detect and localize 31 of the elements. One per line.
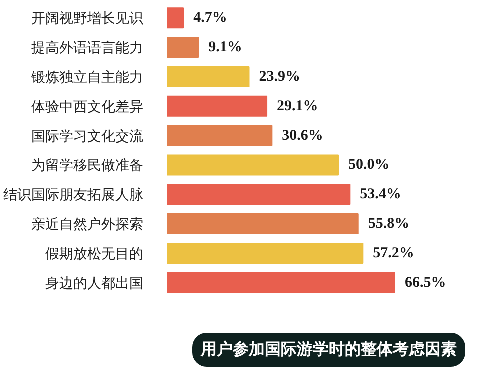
data-label: 50.0% — [348, 157, 390, 174]
y-tick-label: 锻炼独立自主能力 — [30, 68, 144, 85]
y-tick-label: 提高外语语言能力 — [32, 40, 144, 56]
data-label: 57.2% — [373, 245, 414, 262]
bar — [168, 184, 351, 206]
y-tick-label: 体验中西文化差异 — [32, 98, 144, 114]
y-tick-label: 结识国际朋友拓展人脉 — [4, 186, 144, 203]
bar — [168, 125, 273, 146]
bar — [168, 154, 340, 176]
y-tick-label: 为留学移民做准备 — [32, 157, 144, 174]
data-label: 9.1% — [208, 40, 242, 56]
y-tick-label: 假期放松无目的 — [46, 245, 144, 262]
bar — [168, 66, 250, 88]
bar — [168, 272, 396, 294]
data-label: 53.4% — [360, 186, 402, 203]
text: 用户参加国际游学时的整体考虑因素 — [200, 340, 457, 358]
bar — [168, 214, 359, 235]
data-label: 4.7% — [194, 10, 228, 26]
data-label: 23.9% — [259, 68, 300, 85]
bar — [168, 96, 268, 117]
data-label: 66.5% — [404, 274, 446, 291]
bar — [168, 8, 184, 29]
y-tick-label: 开阔视野增长见识 — [32, 10, 144, 26]
data-label: 29.1% — [277, 98, 318, 114]
y-tick-label: 身边的人都出国 — [46, 274, 144, 291]
y-tick-label: 亲近自然户外探索 — [32, 216, 144, 232]
data-label: 30.6% — [282, 128, 324, 144]
bar — [168, 242, 364, 264]
bar — [168, 37, 200, 58]
data-label: 55.8% — [368, 216, 410, 232]
y-tick-label: 国际学习文化交流 — [32, 128, 144, 144]
